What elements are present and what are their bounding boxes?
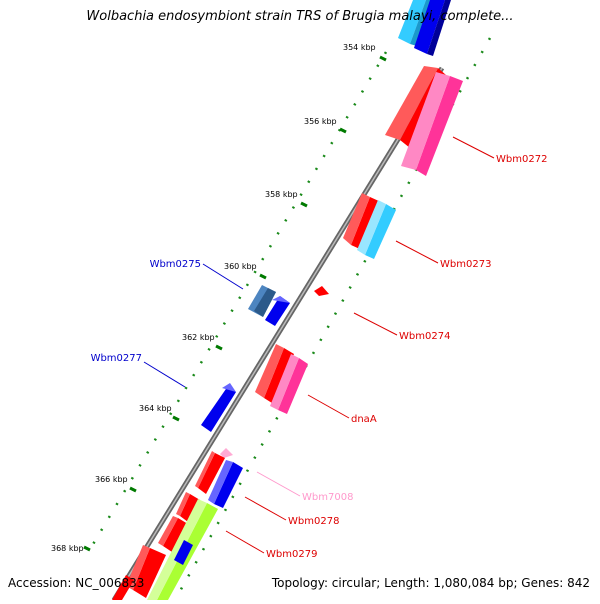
accession-text: Accession: NC_006833 xyxy=(8,576,145,590)
gene-labels: Wbm0272 Wbm0273 Wbm0274 dnaA Wbm7008 Wbm0278 W… xyxy=(91,154,548,560)
scale-tick-label: 356 kbp xyxy=(304,117,337,126)
gene-label-leader xyxy=(353,312,398,336)
gene-wbm0279-red-b[interactable] xyxy=(158,516,188,552)
scale-tick-label: 364 kbp xyxy=(139,404,172,413)
scale-tick-mark xyxy=(259,273,267,280)
gene-label[interactable]: Wbm0277 xyxy=(91,353,142,364)
gene-wbm0275-blue[interactable] xyxy=(265,296,290,326)
gene-label-leader xyxy=(143,361,186,388)
gene-label-leader xyxy=(452,136,495,159)
gene-label-leader xyxy=(225,530,265,554)
scale-tick-mark xyxy=(83,545,91,552)
gene-label[interactable]: Wbm0272 xyxy=(496,154,547,165)
scale-tick-label: 362 kbp xyxy=(182,333,215,342)
gene-dnaa-red[interactable] xyxy=(255,344,294,403)
map-title: Wolbachia endosymbiont strain TRS of Bru… xyxy=(86,9,514,24)
scale-tick-label: 368 kbp xyxy=(51,544,84,553)
gene-wbm0277[interactable] xyxy=(201,383,236,432)
gene-label-leader xyxy=(395,240,439,264)
gene-feature-top-blue[interactable] xyxy=(414,0,451,56)
gene-bottom-blue[interactable] xyxy=(174,540,193,565)
gene-label-leader xyxy=(202,263,244,290)
scale-tick-mark xyxy=(172,415,180,422)
gene-wbm0273-cyan[interactable] xyxy=(357,200,396,259)
scale-tick-mark xyxy=(300,201,308,208)
gene-wbm0273-red[interactable] xyxy=(343,193,381,250)
gene-label[interactable]: Wbm0273 xyxy=(440,259,491,270)
gene-label[interactable]: Wbm0275 xyxy=(150,259,201,270)
scale-tick-label: 360 kbp xyxy=(224,262,257,271)
scale-ticks xyxy=(83,55,387,552)
scale-tick-mark xyxy=(129,486,137,493)
topology-summary: Topology: circular; Length: 1,080,084 bp… xyxy=(271,576,590,590)
scale-tick-mark xyxy=(339,127,347,134)
gene-wbm0278-red[interactable] xyxy=(195,451,225,494)
gene-label[interactable]: dnaA xyxy=(351,414,377,425)
scale-tick-label: 366 kbp xyxy=(95,475,128,484)
label-leader-lines xyxy=(143,136,495,554)
scale-tick-label: 354 kbp xyxy=(343,43,376,52)
scale-tick-mark xyxy=(379,55,387,62)
gene-wbm7008[interactable] xyxy=(220,448,233,458)
gene-label-leader xyxy=(256,471,301,497)
gene-label[interactable]: Wbm0274 xyxy=(399,331,450,342)
gene-label[interactable]: Wbm0279 xyxy=(266,549,317,560)
scale-tick-labels: 354 kbp 356 kbp 358 kbp 360 kbp 362 kbp 364 k… xyxy=(51,43,376,553)
gene-label-leader xyxy=(244,496,287,521)
scale-tick-label: 358 kbp xyxy=(265,190,298,199)
gene-dnaa-pink[interactable] xyxy=(270,354,308,414)
gene-wbm0279-red-a[interactable] xyxy=(176,492,200,522)
genome-backbone-highlight xyxy=(113,67,443,601)
gene-wbm0275[interactable] xyxy=(248,285,276,317)
gene-bottom-red-d[interactable] xyxy=(112,575,134,600)
gene-label[interactable]: Wbm7008 xyxy=(302,492,353,503)
gene-label[interactable]: Wbm0278 xyxy=(288,516,339,527)
gene-wbm0274[interactable] xyxy=(314,286,329,296)
gene-label-leader xyxy=(307,394,350,419)
scale-tick-mark xyxy=(215,344,223,351)
gene-wbm0272-pink[interactable] xyxy=(401,72,463,176)
gene-wbm0278-blue[interactable] xyxy=(208,460,243,508)
